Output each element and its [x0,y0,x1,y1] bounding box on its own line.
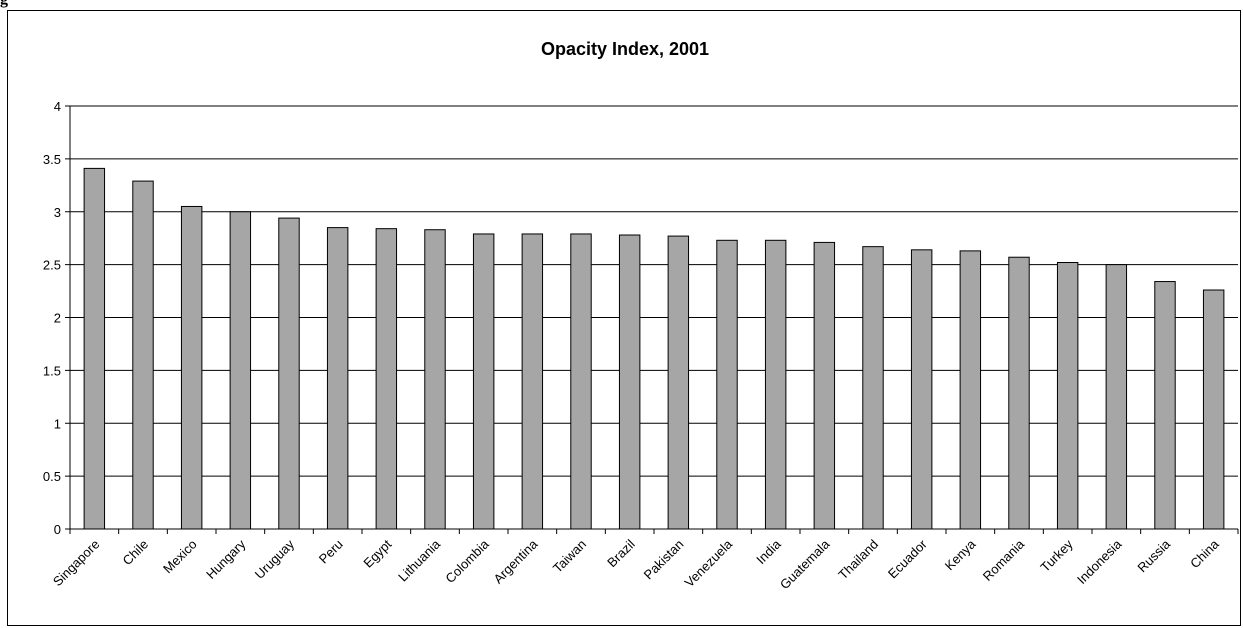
x-category-label: Venezuela [682,536,736,590]
bar-russia [1154,281,1176,530]
bar-turkey [1056,262,1079,530]
bar-romania [1008,256,1030,530]
x-category-label: Lithuania [395,536,443,584]
y-tick-label: 0 [54,522,61,537]
x-category-label: Russia [1134,536,1173,575]
y-tick-label: 0.5 [43,469,61,484]
y-tick-label: 1 [54,416,61,431]
bar-hungary [229,211,252,530]
x-category-label: Pakistan [641,537,687,583]
y-tick-label: 3 [54,205,61,220]
bar-colombia [472,233,495,530]
figure-label: g [0,0,8,9]
bar-chile [132,180,154,530]
x-category-label: Peru [316,537,346,567]
axes [69,106,1239,534]
x-category-label: Brazil [604,536,638,570]
x-category-label: Romania [980,536,1028,584]
bar-venezuela [716,239,738,530]
x-category-label: Taiwan [550,537,589,576]
x-category-label: Uruguay [252,536,298,582]
bar-thailand [862,246,884,530]
x-category-label: Egypt [360,536,394,570]
bar-peru [326,227,349,530]
y-tick-label: 2 [54,311,61,326]
bar-uruguay [278,217,300,530]
x-category-label: Singapore [50,537,103,590]
bar-egypt [375,228,398,530]
bar-brazil [618,234,641,530]
y-tick-label: 1.5 [43,363,61,378]
x-category-label: Hungary [203,536,249,582]
bar-argentina [521,233,544,530]
bar-pakistan [667,235,690,530]
x-category-label: China [1187,536,1222,571]
gridlines [70,105,1238,477]
x-category-label: India [753,536,784,567]
x-category-label: Ecuador [885,536,930,581]
x-category-label: Guatemala [777,536,833,592]
bar-taiwan [570,233,592,530]
chart-frame: Opacity Index, 2001 0 0.5 1 1.5 2 2.5 3 3.5 4 Si… [7,10,1241,626]
chart-title: Opacity Index, 2001 [541,39,709,59]
y-tick-label: 4 [54,99,61,114]
y-tick-label: 3.5 [43,152,61,167]
x-axis-labels: Singapore Chile Mexico Hungary Uruguay Peru Eg… [50,536,1222,592]
bar-guatemala [813,241,836,530]
bar-singapore [83,167,106,530]
bar-lithuania [424,229,446,530]
x-category-label: Thailand [835,537,881,583]
x-category-label: Colombia [442,536,492,586]
x-category-label: Kenya [942,536,979,573]
y-axis-ticks: 0 0.5 1 1.5 2 2.5 3 3.5 4 [43,99,70,537]
opacity-bar-chart: Opacity Index, 2001 0 0.5 1 1.5 2 2.5 3 3.5 4 Si… [43,39,1239,592]
bar-kenya [959,250,982,530]
y-tick-label: 2.5 [43,258,61,273]
bar-indonesia [1105,264,1128,530]
bar-mexico [180,205,203,530]
bar-ecuador [910,249,933,530]
x-category-label: Turkey [1037,536,1076,575]
x-category-label: Mexico [160,537,200,577]
x-category-label: Chile [120,537,152,569]
bars [83,167,1225,530]
x-category-label: Indonesia [1074,536,1125,587]
bar-india [764,239,787,530]
x-category-label: Argentina [490,536,541,587]
bar-china [1202,289,1225,530]
